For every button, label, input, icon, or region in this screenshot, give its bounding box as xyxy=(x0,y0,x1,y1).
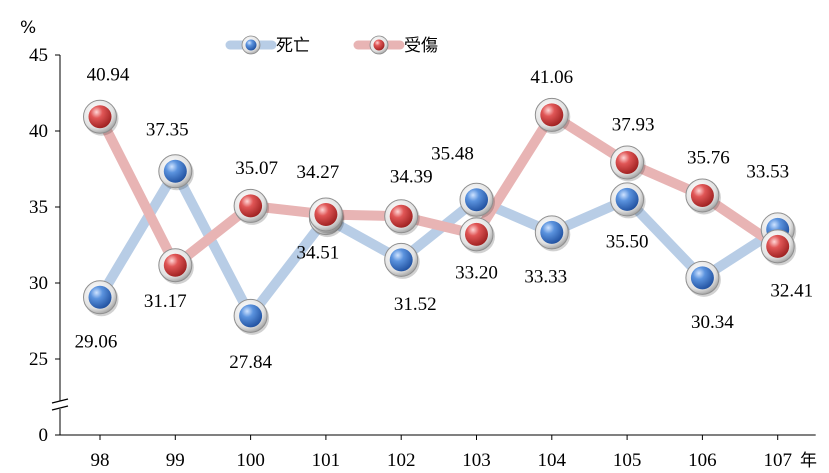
x-tick-label: 99 xyxy=(166,450,185,471)
data-point-deaths xyxy=(685,260,721,297)
data-label-injuries: 35.76 xyxy=(687,147,730,168)
data-label-injuries: 37.93 xyxy=(612,114,655,135)
marker-dot xyxy=(88,285,112,309)
y-axis-unit: % xyxy=(20,18,36,38)
data-label-injuries: 35.07 xyxy=(235,158,278,179)
marker-dot xyxy=(239,304,263,328)
data-point-deaths xyxy=(83,280,119,317)
data-label-deaths: 30.34 xyxy=(691,312,734,333)
marker-dot xyxy=(615,150,639,174)
legend-item-deaths: 死亡 xyxy=(225,35,310,56)
legend-label-deaths: 死亡 xyxy=(276,36,310,56)
data-label-injuries: 41.06 xyxy=(530,67,573,88)
data-point-injuries xyxy=(308,197,345,234)
legend: 死亡 受傷 xyxy=(225,35,438,56)
y-tick-label: 25 xyxy=(29,349,48,370)
axis-break-gap xyxy=(53,401,67,409)
data-markers xyxy=(83,97,797,335)
data-label-deaths: 35.48 xyxy=(431,144,474,165)
y-tick-label: 0 xyxy=(39,425,49,446)
data-labels: 29.06 37.35 27.84 34.27 31.52 35.48 33.33 35.50… xyxy=(75,65,813,373)
marker-dot xyxy=(163,253,187,277)
data-label-deaths: 33.33 xyxy=(524,266,567,287)
marker-dot xyxy=(88,105,112,129)
legend-item-injuries: 受傷 xyxy=(353,35,438,56)
series-lines xyxy=(95,109,783,321)
axis-break-mark xyxy=(51,398,69,411)
data-point-injuries xyxy=(459,217,495,254)
marker-dot xyxy=(389,248,413,272)
axis-break-line-bottom xyxy=(51,405,69,411)
x-tick-label: 106 xyxy=(688,450,717,471)
data-label-deaths: 37.35 xyxy=(146,119,189,140)
data-point-deaths xyxy=(384,242,420,279)
data-point-injuries xyxy=(158,248,194,285)
x-tick-label: 104 xyxy=(538,450,567,471)
legend-marker-injuries xyxy=(373,39,385,51)
data-point-deaths xyxy=(534,215,571,252)
x-tick-label: 101 xyxy=(312,450,341,471)
marker-dot xyxy=(615,187,639,211)
y-tick-label: 30 xyxy=(29,273,48,294)
legend-label-injuries: 受傷 xyxy=(404,36,438,56)
data-point-deaths xyxy=(158,154,194,191)
data-point-injuries xyxy=(685,178,721,215)
marker-dot xyxy=(766,234,790,258)
marker-dot xyxy=(163,159,187,183)
x-axis-unit: 年 xyxy=(800,451,817,471)
axis-break-line-top xyxy=(51,398,69,404)
marker-dot xyxy=(690,266,714,290)
data-label-injuries: 34.39 xyxy=(390,166,433,187)
marker-dot xyxy=(540,220,564,244)
data-label-injuries: 34.51 xyxy=(297,242,340,263)
y-tick-label: 35 xyxy=(29,197,48,218)
axes: 0 25 30 35 40 45 98 99 100 101 102 103 104 105 106 107 xyxy=(29,45,816,471)
marker-dot xyxy=(690,183,714,207)
x-tick-label: 102 xyxy=(387,450,416,471)
data-label-deaths: 35.50 xyxy=(606,231,649,252)
data-point-injuries xyxy=(534,97,571,134)
data-point-injuries xyxy=(233,188,270,225)
data-label-deaths: 34.27 xyxy=(297,162,340,183)
x-tick-label: 98 xyxy=(91,450,110,471)
y-tick-label: 40 xyxy=(29,121,48,142)
marker-dot xyxy=(314,202,338,226)
marker-dot xyxy=(465,222,488,246)
data-label-injuries: 31.17 xyxy=(144,291,187,312)
legend-marker-deaths xyxy=(245,39,257,51)
data-label-injuries: 32.41 xyxy=(770,280,813,301)
data-point-deaths xyxy=(610,182,646,219)
data-label-deaths: 33.53 xyxy=(746,161,789,182)
data-point-injuries xyxy=(83,99,119,136)
data-label-deaths: 29.06 xyxy=(75,331,118,352)
data-point-deaths xyxy=(459,182,495,219)
marker-dot xyxy=(540,103,564,127)
data-label-injuries: 40.94 xyxy=(87,65,130,86)
series-line-injuries xyxy=(95,109,783,271)
marker-dot xyxy=(389,204,413,228)
data-label-injuries: 33.20 xyxy=(455,262,498,283)
data-point-injuries xyxy=(610,145,646,182)
y-tick-label: 45 xyxy=(29,45,48,66)
marker-dot xyxy=(239,194,263,218)
data-label-deaths: 31.52 xyxy=(394,294,437,315)
x-tick-label: 107 xyxy=(763,450,792,471)
data-point-deaths xyxy=(233,298,270,335)
x-tick-label: 100 xyxy=(236,450,265,471)
data-point-injuries xyxy=(384,199,420,236)
marker-dot xyxy=(465,188,488,212)
x-tick-label: 103 xyxy=(462,450,491,471)
data-point-injuries xyxy=(760,229,797,266)
data-label-deaths: 27.84 xyxy=(229,352,272,373)
x-tick-label: 105 xyxy=(613,450,642,471)
